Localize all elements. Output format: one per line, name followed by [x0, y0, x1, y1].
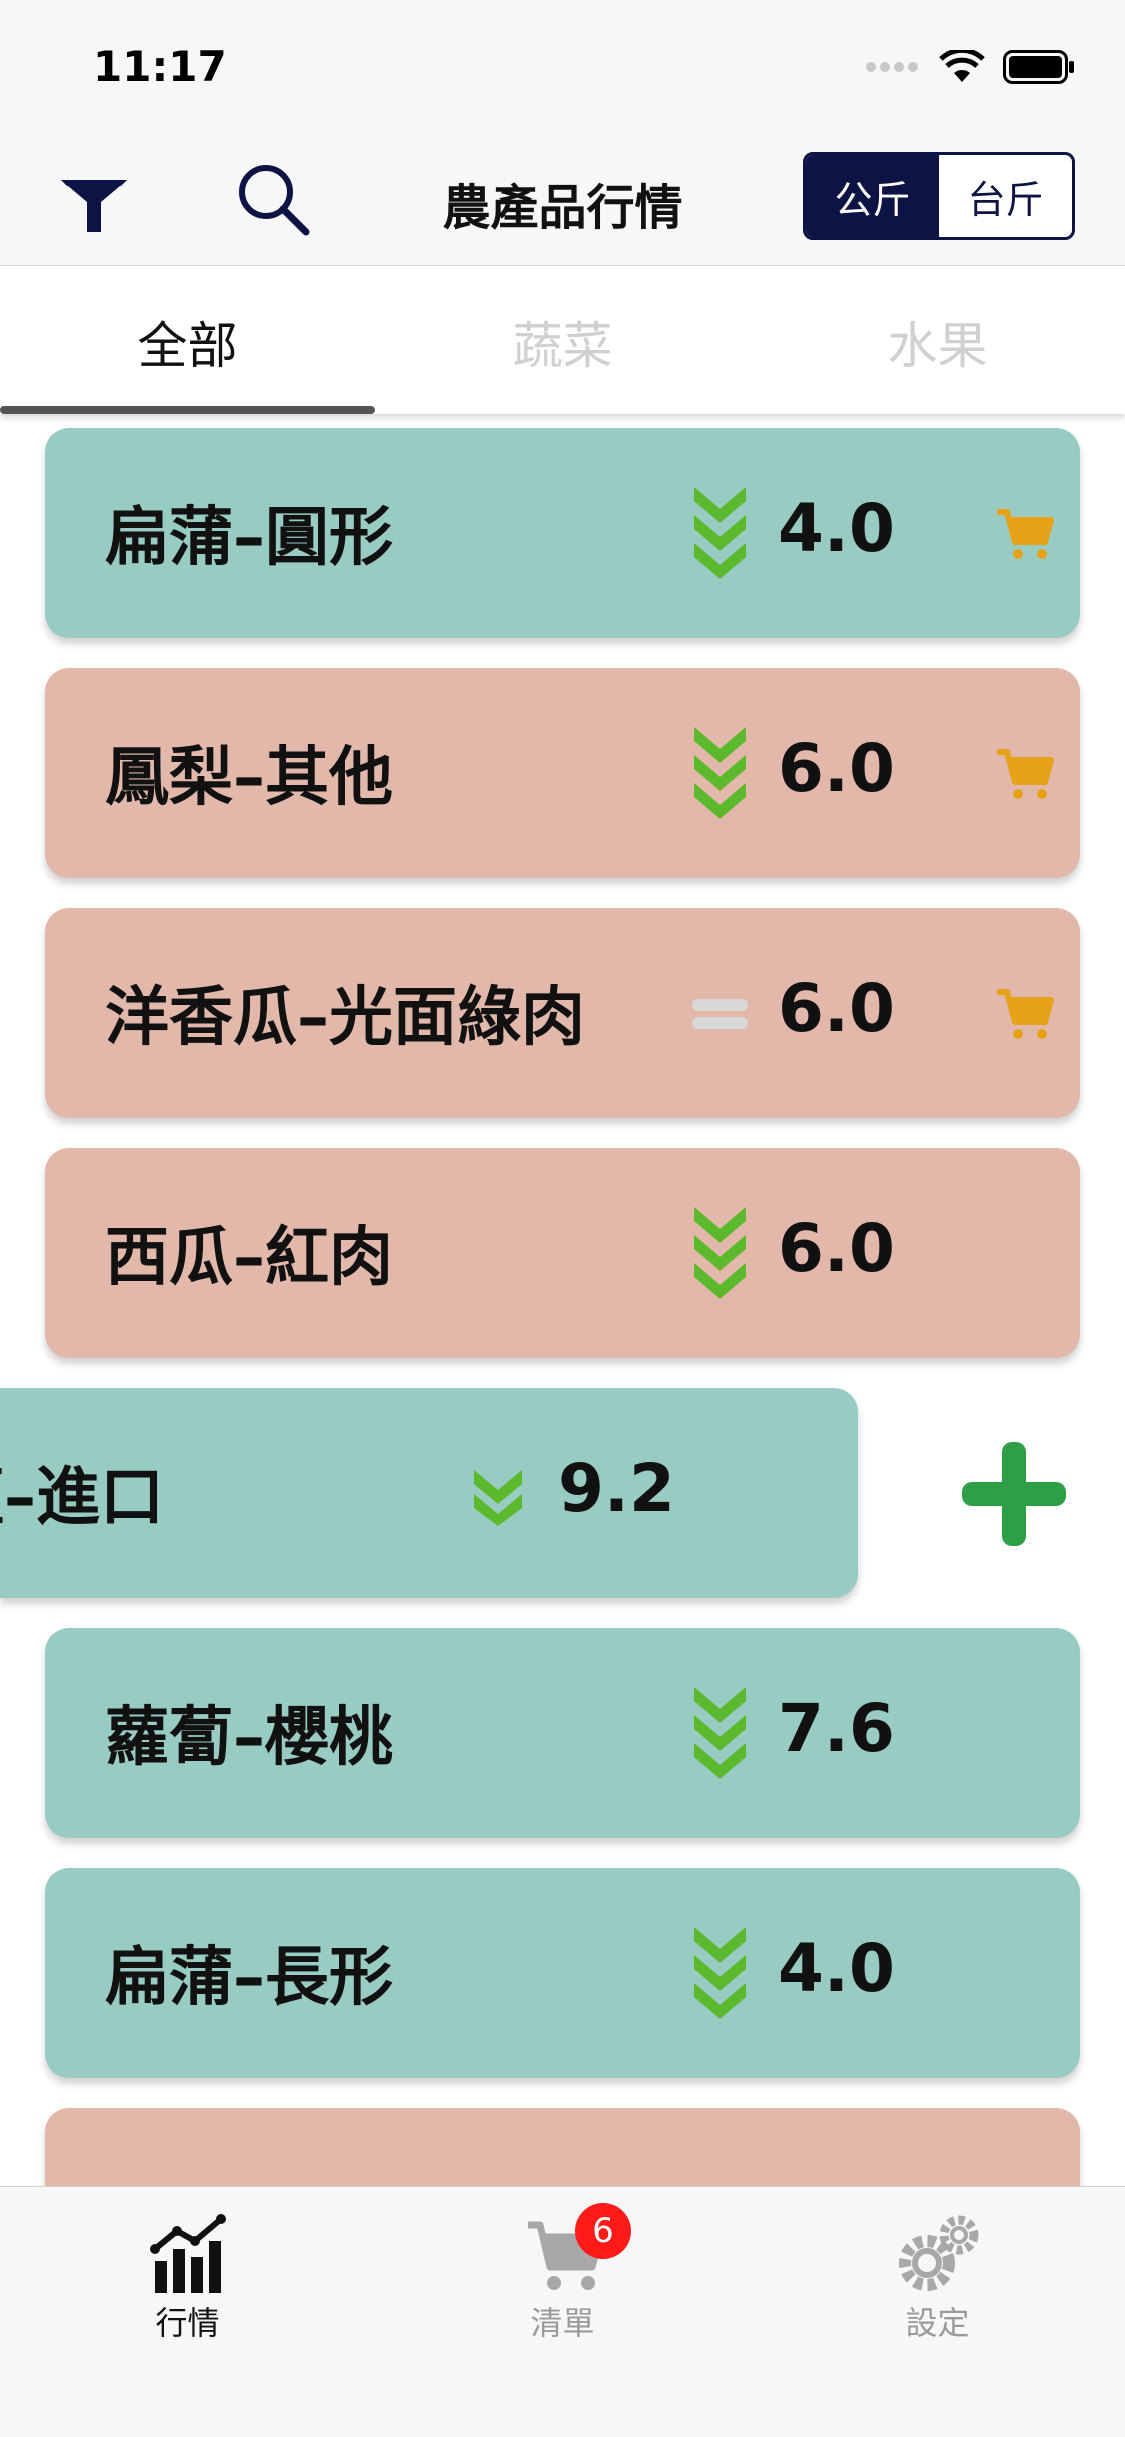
filter-button[interactable] — [55, 160, 135, 240]
list-item[interactable]: 蘿蔔–櫻桃 7.6 — [45, 1628, 1080, 1838]
page-title: 農產品行情 — [442, 180, 683, 236]
list-item[interactable]: 扁蒲–長形 4.0 — [45, 1868, 1080, 2078]
cart-icon[interactable] — [995, 986, 1055, 1042]
item-name: 鳳梨–其他 — [105, 741, 393, 815]
category-tabs: 全部 蔬菜 水果 — [0, 266, 1125, 414]
cart-count-badge: 6 — [575, 2203, 631, 2259]
filter-icon — [61, 180, 127, 232]
item-name: 藍–進口 — [0, 1461, 164, 1535]
status-indicators — [865, 50, 1075, 84]
item-name: 扁蒲–長形 — [105, 1941, 393, 2015]
trend-down-icon — [694, 727, 746, 819]
item-name: 西瓜–紅肉 — [105, 1221, 393, 1295]
signal-dots-icon — [866, 62, 918, 72]
battery-icon — [1003, 50, 1074, 84]
list-item[interactable]: 鳳梨–其他 6.0 — [45, 668, 1080, 878]
list-item[interactable]: 扁蒲–圓形 4.0 — [45, 428, 1080, 638]
status-bar: 11:17 — [0, 0, 1125, 140]
price-list[interactable]: 扁蒲–圓形 4.0 鳳梨–其他 6.0 洋香瓜–光面綠肉 — [0, 414, 1125, 2186]
tabbar-item-settings[interactable]: 設定 — [750, 2203, 1125, 2343]
tab-vegetables[interactable]: 蔬菜 — [512, 317, 613, 375]
bottom-tab-bar: 行情 6 清單 設定 — [0, 2186, 1125, 2437]
item-price: 9.2 — [558, 1450, 675, 1527]
search-button[interactable] — [232, 158, 316, 242]
trend-down-icon — [694, 1207, 746, 1299]
trend-down-icon — [694, 1687, 746, 1779]
list-item[interactable] — [45, 2108, 1080, 2186]
tabbar-label-market: 行情 — [155, 2304, 220, 2342]
item-name: 扁蒲–圓形 — [105, 501, 393, 575]
nav-bar: 農產品行情 公斤 台斤 — [0, 140, 1125, 266]
item-price: 7.6 — [778, 1690, 895, 1767]
item-name: 蘿蔔–櫻桃 — [105, 1701, 393, 1775]
list-item-swiped[interactable]: 藍–進口 9.2 — [0, 1388, 858, 1598]
item-price: 6.0 — [778, 730, 895, 807]
tab-fruits[interactable]: 水果 — [887, 317, 988, 375]
tab-indicator — [0, 406, 375, 414]
tab-all[interactable]: 全部 — [137, 317, 238, 375]
tabbar-label-settings: 設定 — [905, 2304, 970, 2342]
search-icon — [239, 165, 310, 236]
gears-icon — [899, 2215, 979, 2291]
tabbar-label-list: 清單 — [530, 2304, 595, 2342]
item-name: 洋香瓜–光面綠肉 — [105, 981, 585, 1055]
unit-toggle[interactable]: 公斤 台斤 — [803, 152, 1075, 240]
trend-down-icon — [694, 487, 746, 579]
item-price: 4.0 — [778, 1930, 895, 2007]
add-to-cart-button[interactable] — [958, 1438, 1070, 1550]
item-price: 4.0 — [778, 490, 895, 567]
chart-bars-icon — [150, 2214, 226, 2293]
cart-icon[interactable] — [995, 506, 1055, 562]
tabbar-item-list[interactable]: 6 清單 — [375, 2203, 750, 2343]
trend-flat-icon — [692, 999, 748, 1029]
unit-tai-option[interactable]: 台斤 — [967, 177, 1044, 222]
wifi-icon — [939, 50, 985, 82]
list-item[interactable]: 洋香瓜–光面綠肉 6.0 — [45, 908, 1080, 1118]
trend-down-small-icon — [474, 1470, 522, 1526]
item-price: 6.0 — [778, 1210, 895, 1287]
cart-icon[interactable] — [995, 746, 1055, 802]
list-item[interactable]: 西瓜–紅肉 6.0 — [45, 1148, 1080, 1358]
tabbar-item-market[interactable]: 行情 — [0, 2203, 375, 2343]
item-price: 6.0 — [778, 970, 895, 1047]
unit-kg-option[interactable]: 公斤 — [806, 155, 939, 237]
trend-down-icon — [694, 1927, 746, 2019]
status-time: 11:17 — [93, 42, 227, 91]
